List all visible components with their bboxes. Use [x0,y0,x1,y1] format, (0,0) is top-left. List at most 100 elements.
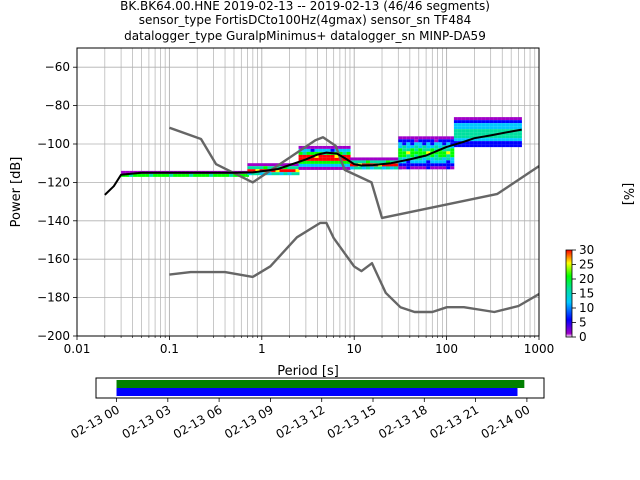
density-cell [125,173,130,177]
density-cell [157,173,162,177]
density-cell [489,117,494,121]
density-cell [306,166,311,170]
density-cell [410,163,415,167]
density-cell [318,157,323,161]
density-cell [326,160,331,164]
density-cell [418,148,423,152]
density-cell [497,123,502,127]
density-cell [406,139,411,143]
density-cell [410,145,415,149]
density-cell [426,145,431,149]
density-cell [418,154,423,158]
colorbar-gradient [565,249,573,338]
density-cell [137,173,142,177]
density-cell [209,173,214,177]
density-cell [322,154,327,158]
density-cell [295,169,300,173]
density-cell [381,160,386,164]
density-cell [430,154,435,158]
density-cell [402,139,407,143]
density-cell [338,166,343,170]
density-cell [509,120,514,124]
availability-bar [116,380,525,388]
density-cell [501,117,506,121]
colorbar-tick-label: 0 [579,330,587,344]
density-cell [326,157,331,161]
grid [76,48,539,337]
density-cell [229,173,234,177]
density-cell [434,160,439,164]
density-cell [251,163,256,167]
density-cell [457,132,462,136]
density-cell [373,166,378,170]
density-cell [389,166,394,170]
density-cell [326,148,331,152]
density-cell [125,170,130,174]
density-cell [438,160,443,164]
density-cell [473,126,478,130]
density-cell [493,144,498,148]
density-cell [434,151,439,155]
density-cell [450,139,455,143]
density-cell [430,157,435,161]
density-cell [485,123,490,127]
density-cell [342,148,347,152]
density-cell [497,144,502,148]
density-cell [342,151,347,155]
density-cell [422,151,427,155]
density-cell [461,129,466,133]
density-cell [314,163,319,167]
density-cell [422,163,427,167]
density-cell [434,142,439,146]
density-cell [414,163,419,167]
density-cell [259,172,264,176]
density-cell [145,173,150,177]
density-cell [481,117,486,121]
density-cell [295,163,300,167]
density-cell [393,163,398,167]
density-cell [446,166,451,170]
density-cell [501,144,506,148]
density-cell [513,123,518,127]
density-cell [422,166,427,170]
availability-tick-label: 02-13 09 [222,402,276,441]
density-cell [450,157,455,161]
density-cell [465,132,470,136]
density-cell [442,157,447,161]
density-cell [497,129,502,133]
density-cell [314,160,319,164]
density-cell [426,157,431,161]
density-cell [497,117,502,121]
density-cell [402,145,407,149]
density-cell [302,148,307,152]
density-cell [247,172,252,176]
density-cell [414,151,419,155]
density-cell [469,123,474,127]
density-cell [410,154,415,158]
density-cell [406,160,411,164]
density-cell [461,144,466,148]
density-cell [501,120,506,124]
density-cell [406,148,411,152]
density-cell [513,126,518,130]
density-cell [493,117,498,121]
x-tick-label: 0.1 [160,342,179,356]
title-line-1: BK.BK64.00.HNE 2019-02-13 -- 2019-02-13 … [120,0,490,13]
title-line-3: datalogger_type GuralpMinimus+ datalogge… [124,29,486,43]
density-cell [513,132,518,136]
colorbar-tick-label: 25 [579,258,594,272]
density-cell [438,157,443,161]
density-cell [406,163,411,167]
density-cell [446,139,451,143]
density-cell [485,141,490,145]
x-tick-label: 1000 [524,342,555,356]
density-cell [410,151,415,155]
density-cell [161,173,166,177]
density-cell [322,145,327,149]
density-cell [426,154,431,158]
density-cell [422,142,427,146]
density-cell [461,126,466,130]
density-cell [205,173,210,177]
density-cell [461,138,466,142]
density-cell [453,126,458,130]
